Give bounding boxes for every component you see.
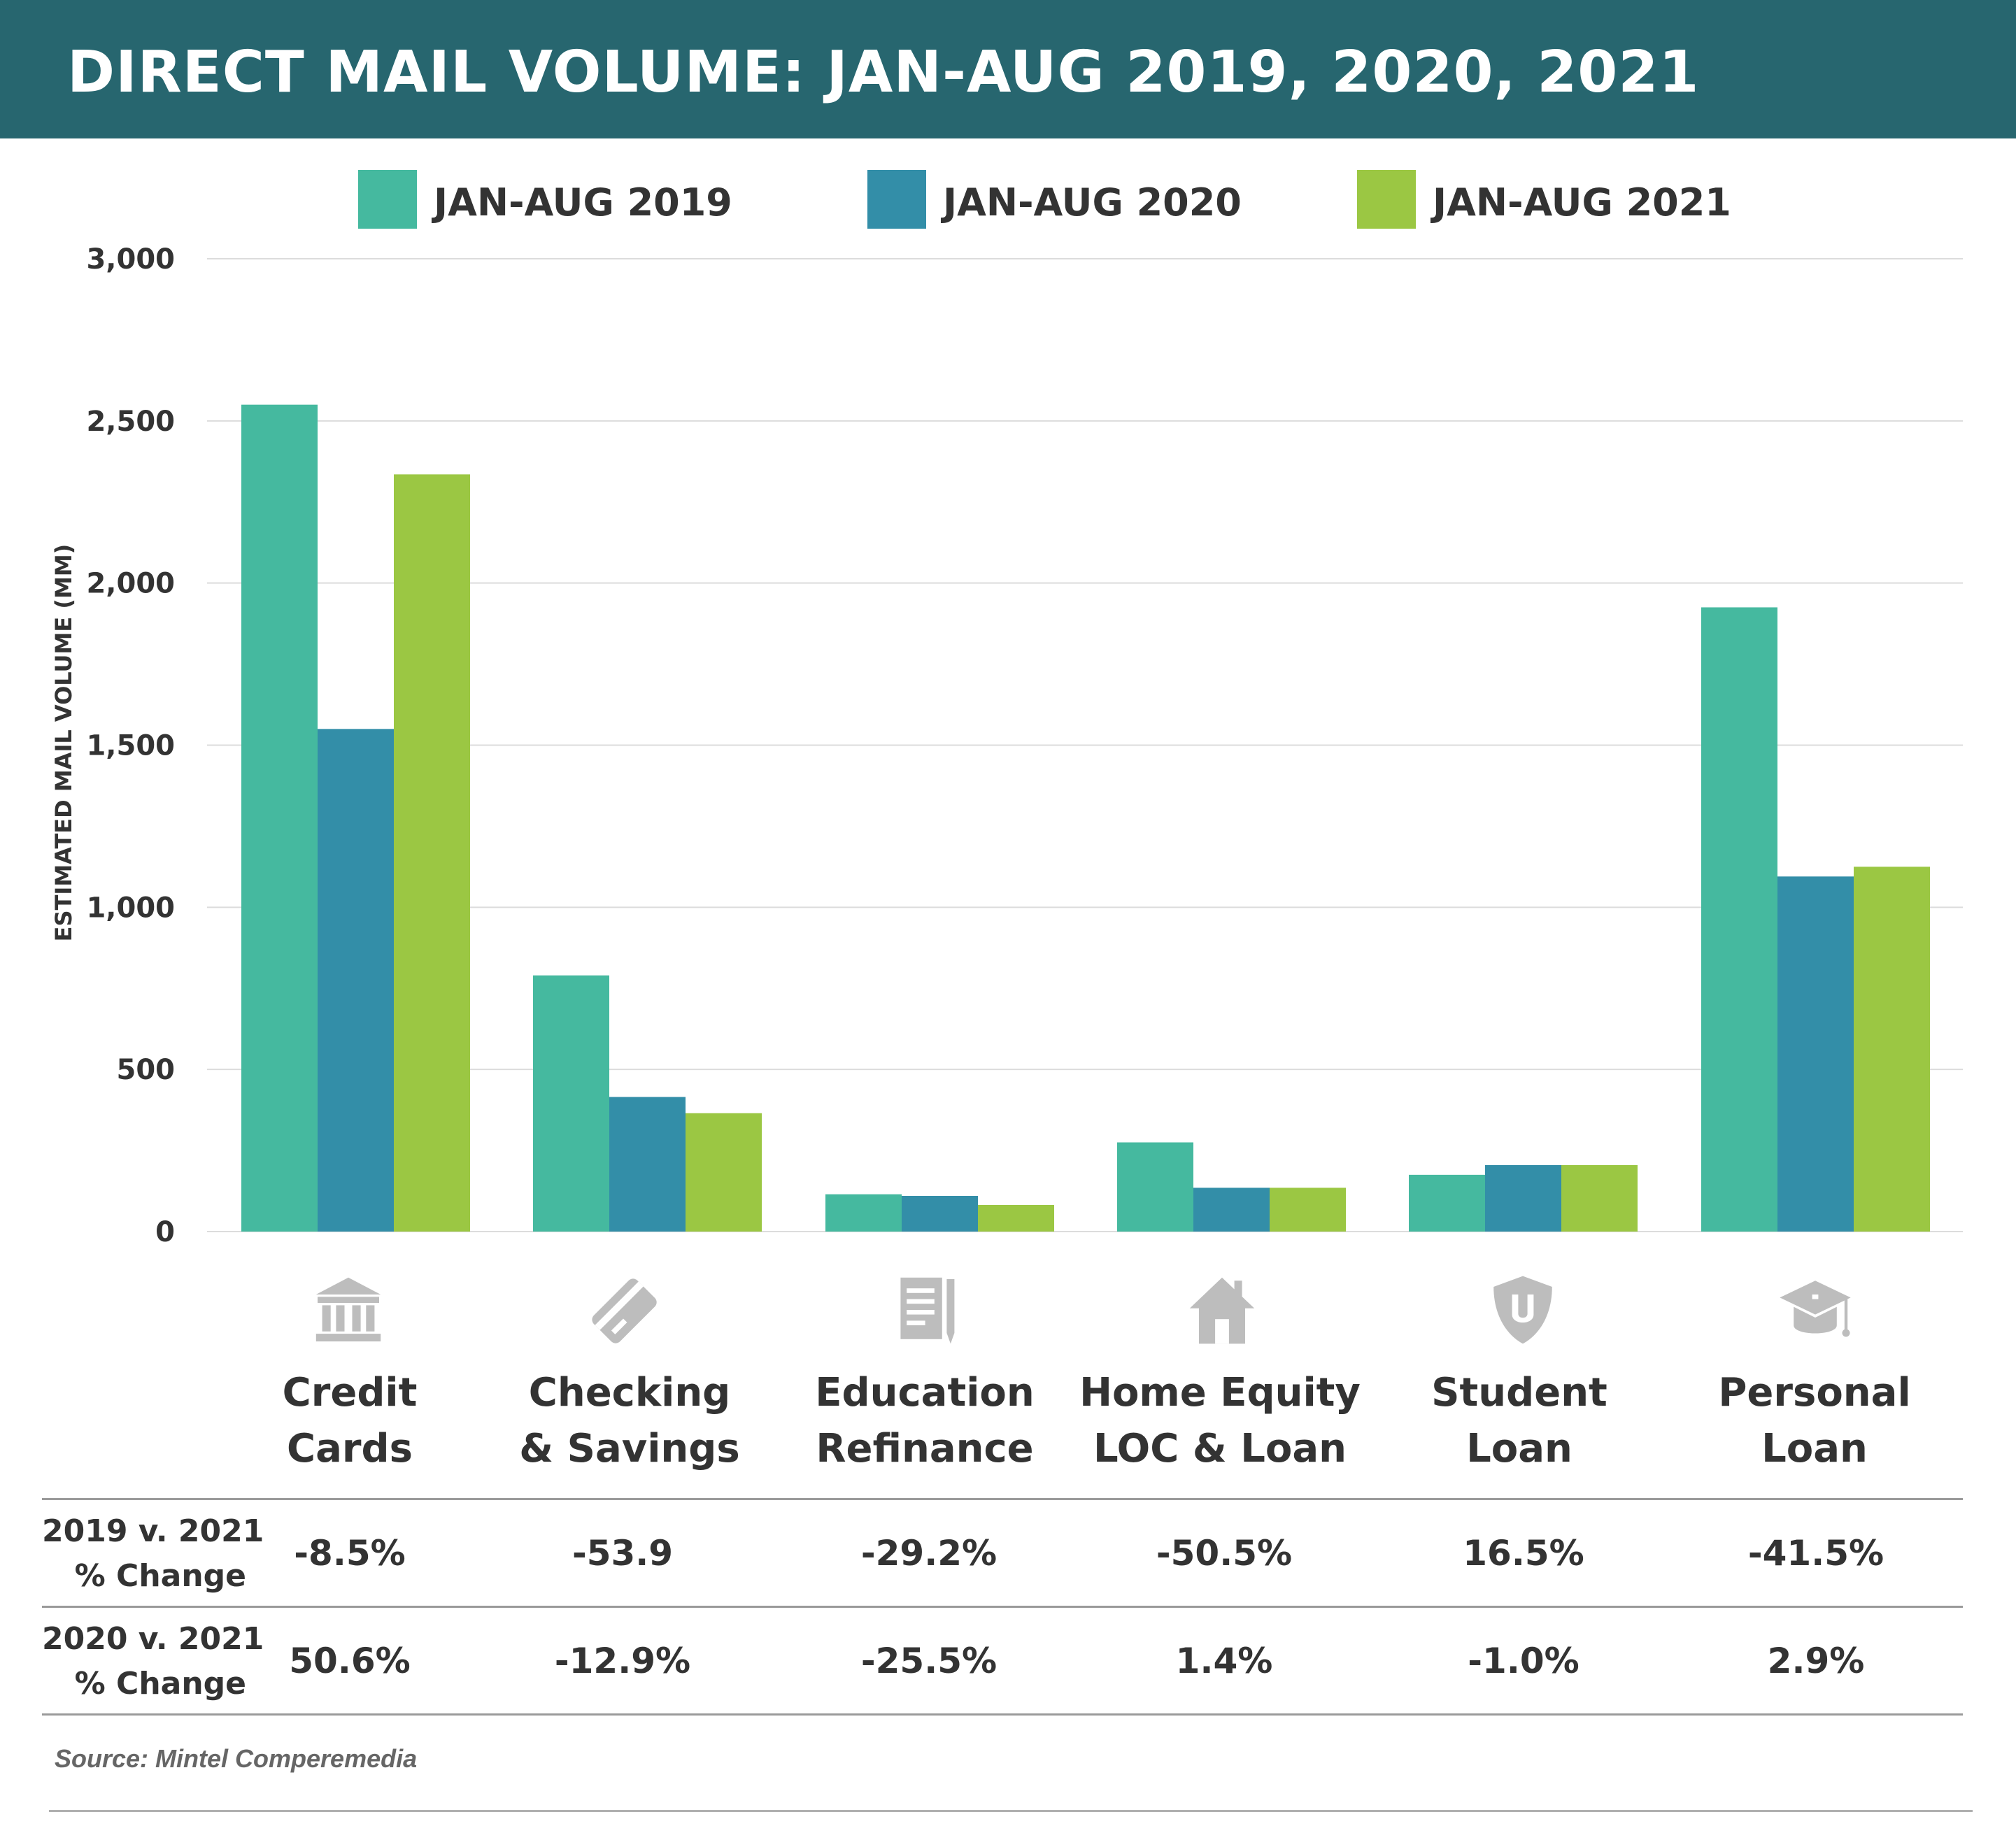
category-label-student-loan: Student Loan [1372, 1365, 1666, 1477]
table-row-header-2020: 2020 v. 2021 % Change [42, 1617, 264, 1706]
y-axis-ticks: 0 500 1,000 1,500 2,000 2,500 3,000 [86, 243, 175, 1248]
bar [1409, 1174, 1485, 1232]
table-cell: -12.9% [554, 1641, 691, 1681]
row-header-line: 2019 v. 2021 [42, 1513, 264, 1549]
table-row-header-2019: 2019 v. 2021 % Change [42, 1509, 264, 1599]
table-divider [42, 1713, 1963, 1716]
y-tick-label: 2,500 [86, 406, 175, 438]
bar [1777, 876, 1854, 1232]
bar [1561, 1164, 1638, 1232]
bar [1701, 607, 1777, 1232]
chart-title: DIRECT MAIL VOLUME: JAN-AUG 2019, 2020, … [67, 39, 1700, 106]
bank-icon [315, 1277, 381, 1342]
bar [825, 1194, 902, 1232]
category-label-line: Education [815, 1370, 1035, 1415]
table-cell: -41.5% [1747, 1533, 1884, 1574]
graduation-cap-icon [1780, 1281, 1851, 1337]
y-tick-label: 500 [117, 1054, 176, 1086]
row-header-line: 2020 v. 2021 [42, 1621, 264, 1657]
table-cell: 2.9% [1767, 1641, 1865, 1681]
category-label-line: Refinance [816, 1426, 1034, 1471]
category-label-line: Student [1431, 1370, 1607, 1415]
legend-label-2021: JAN-AUG 2021 [1433, 180, 1731, 224]
y-tick-label: 2,000 [86, 568, 175, 600]
legend-swatch-2019 [358, 170, 417, 229]
y-tick-label: 1,000 [86, 892, 175, 924]
document-pen-icon [900, 1277, 955, 1344]
bar [533, 975, 609, 1232]
category-label-line: Credit [282, 1370, 418, 1415]
bar [609, 1097, 686, 1232]
source-note: Source: Mintel Comperemedia [55, 1744, 418, 1773]
y-tick-label: 1,500 [86, 730, 175, 762]
legend: JAN-AUG 2019 JAN-AUG 2020 JAN-AUG 2021 [0, 168, 2016, 231]
category-label-line: Loan [1761, 1426, 1868, 1471]
table-cell: -50.5% [1156, 1533, 1293, 1574]
card-icon [592, 1278, 657, 1343]
gridlines [207, 258, 1963, 1232]
bar [394, 474, 470, 1232]
legend-label-2019: JAN-AUG 2019 [434, 180, 732, 224]
bar [1117, 1142, 1193, 1232]
legend-swatch-2021 [1357, 170, 1416, 229]
bar [1854, 866, 1930, 1232]
bar [318, 729, 394, 1232]
table-divider [42, 1498, 1963, 1500]
bar [1270, 1188, 1346, 1232]
table-cell: -25.5% [860, 1641, 998, 1681]
bar-chart: 0 500 1,000 1,500 2,000 2,500 3,000 ESTIMATED … [50, 243, 1963, 1248]
house-icon [1189, 1277, 1255, 1344]
bottom-divider [49, 1810, 1973, 1812]
category-label-home-equity: Home Equity LOC & Loan [1073, 1365, 1367, 1477]
row-header-line: % Change [74, 1558, 246, 1594]
y-tick-label: 3,000 [86, 243, 175, 276]
row-header-line: % Change [74, 1666, 246, 1702]
category-label-personal-loan: Personal Loan [1668, 1365, 1961, 1477]
bar [1193, 1188, 1270, 1232]
category-label-education-refinance: Education Refinance [778, 1365, 1072, 1477]
shield-u-icon [1493, 1276, 1552, 1344]
y-axis-title: ESTIMATED MAIL VOLUME (MM) [50, 544, 77, 942]
category-label-credit-cards: Credit Cards [203, 1365, 497, 1477]
table-cell: -1.0% [1468, 1641, 1580, 1681]
header-bar: DIRECT MAIL VOLUME: JAN-AUG 2019, 2020, … [0, 0, 2016, 138]
table-cell: -8.5% [294, 1533, 406, 1574]
bar [241, 404, 318, 1232]
table-cell: -29.2% [860, 1533, 998, 1574]
category-label-line: Personal [1718, 1370, 1911, 1415]
table-cell: 50.6% [289, 1641, 411, 1681]
table-divider [42, 1606, 1963, 1608]
table-cell: 1.4% [1175, 1641, 1273, 1681]
legend-label-2020: JAN-AUG 2020 [943, 180, 1242, 224]
bars [241, 404, 1930, 1232]
table-cell: 16.5% [1463, 1533, 1584, 1574]
legend-swatch-2020 [867, 170, 926, 229]
category-label-line: Loan [1466, 1426, 1573, 1471]
bar [978, 1204, 1054, 1232]
bar [686, 1113, 762, 1232]
category-label-line: LOC & Loan [1093, 1426, 1347, 1471]
bar [1485, 1164, 1561, 1232]
y-tick-label: 0 [155, 1216, 175, 1248]
category-label-checking-savings: Checking & Savings [483, 1365, 776, 1477]
table-cell: -53.9 [572, 1533, 674, 1574]
bar [902, 1195, 978, 1232]
category-label-line: Cards [287, 1426, 413, 1471]
category-label-line: & Savings [519, 1426, 740, 1471]
category-label-line: Checking [528, 1370, 731, 1415]
category-label-line: Home Equity [1079, 1370, 1361, 1415]
